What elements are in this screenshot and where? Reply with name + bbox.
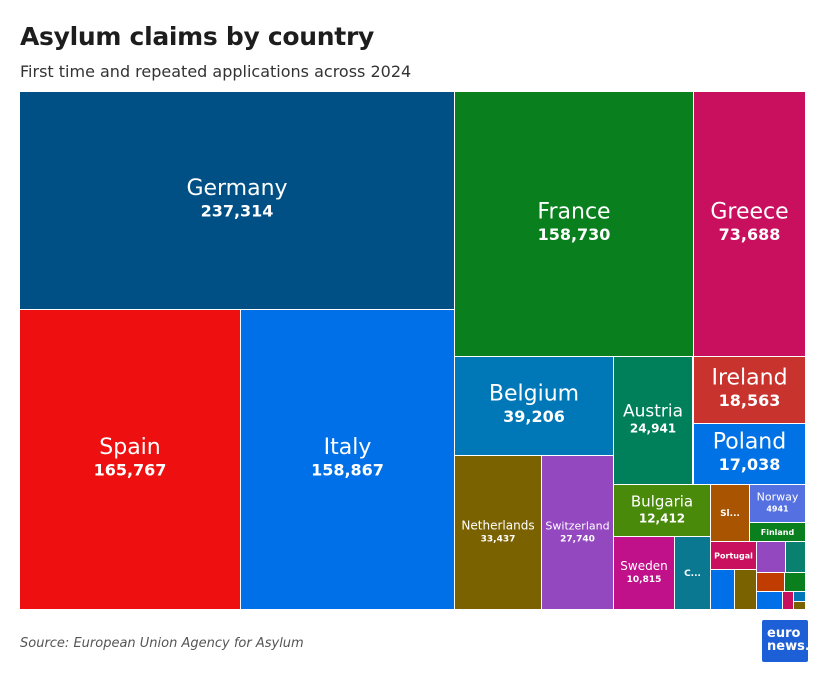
treemap-rect-cyprus (675, 537, 710, 609)
treemap-cell-portugal: Portugal (711, 542, 756, 569)
treemap-cell-other-4 (786, 542, 805, 572)
treemap-rect-other-8 (783, 592, 793, 609)
logo-line-2: news. (767, 639, 810, 654)
treemap-rect-belgium (455, 357, 613, 455)
treemap-value-netherlands: 33,437 (481, 535, 516, 545)
treemap-rect-other-1 (711, 570, 734, 609)
treemap-label-finland: Finland (761, 528, 795, 537)
treemap-value-sweden: 10,815 (627, 575, 662, 585)
treemap-rect-spain (20, 310, 240, 609)
treemap-rect-other-3 (757, 542, 785, 572)
treemap-value-norway: 4941 (766, 505, 789, 514)
treemap-cell-other-8 (783, 592, 793, 609)
treemap-label-austria: Austria (623, 401, 683, 421)
euronews-logo: euro news. (762, 620, 810, 662)
treemap-cell-switzerland: Switzerland 27,740 (542, 456, 613, 609)
treemap-label-sweden: Sweden (620, 559, 667, 573)
treemap-rect-norway (750, 485, 805, 522)
treemap-rect-portugal (711, 542, 756, 569)
treemap-cell-slovenia: Sl... (711, 485, 749, 541)
treemap-cell-other-2 (735, 570, 756, 609)
treemap-value-spain: 165,767 (94, 461, 167, 480)
treemap-label-netherlands: Netherlands (461, 518, 534, 532)
treemap-label-cyprus: C... (684, 569, 701, 579)
treemap-rect-other-5 (757, 573, 784, 591)
treemap-rect-other-2 (735, 570, 756, 609)
chart-subtitle: First time and repeated applications acr… (20, 62, 412, 81)
treemap-rect-ireland (694, 357, 805, 423)
treemap-rect-other-10 (794, 602, 805, 609)
treemap-cell-finland: Finland (750, 523, 805, 541)
treemap-label-belgium: Belgium (489, 381, 579, 406)
treemap-rect-finland (750, 523, 805, 541)
treemap-cell-other-10 (794, 602, 805, 609)
treemap-rect-france (455, 92, 693, 356)
chart-title: Asylum claims by country (20, 22, 374, 51)
treemap-rect-germany (20, 92, 454, 309)
treemap-rect-greece (694, 92, 805, 356)
treemap-rect-other-9 (794, 592, 805, 601)
treemap-label-ireland: Ireland (711, 365, 787, 390)
treemap-value-poland: 17,038 (719, 455, 781, 474)
treemap-label-italy: Italy (324, 435, 372, 460)
treemap-cell-cyprus: C... (675, 537, 710, 609)
treemap-value-germany: 237,314 (201, 202, 274, 221)
treemap-value-france: 158,730 (538, 225, 611, 244)
treemap-value-ireland: 18,563 (719, 391, 781, 410)
treemap-cell-netherlands: Netherlands 33,437 (455, 456, 541, 609)
treemap-label-france: France (537, 199, 610, 224)
treemap-cell-other-6 (785, 573, 805, 591)
treemap-label-norway: Norway (757, 491, 799, 504)
treemap-label-slovenia: Sl... (720, 509, 740, 519)
treemap-rect-poland (694, 424, 805, 484)
treemap-value-austria: 24,941 (630, 422, 676, 436)
treemap-rect-sweden (614, 537, 674, 609)
treemap-value-belgium: 39,206 (503, 407, 565, 426)
treemap-label-poland: Poland (713, 429, 786, 454)
treemap-value-switzerland: 27,740 (560, 535, 595, 545)
treemap-cell-other-5 (757, 573, 784, 591)
treemap-cell-other-3 (757, 542, 785, 572)
treemap-cell-other-7 (757, 592, 782, 609)
treemap-rect-other-4 (786, 542, 805, 572)
treemap-label-bulgaria: Bulgaria (631, 492, 693, 510)
treemap-rect-other-7 (757, 592, 782, 609)
treemap-value-italy: 158,867 (311, 461, 384, 480)
treemap-rect-switzerland (542, 456, 613, 609)
source-note: Source: European Union Agency for Asylum (20, 636, 304, 651)
treemap-rect-other-6 (785, 573, 805, 591)
treemap-label-germany: Germany (186, 176, 287, 201)
treemap-cell-bulgaria: Bulgaria 12,412 (614, 485, 710, 536)
treemap-label-spain: Spain (99, 435, 160, 460)
treemap-value-greece: 73,688 (719, 225, 781, 244)
treemap-rect-italy (241, 310, 454, 609)
treemap-cell-sweden: Sweden 10,815 (614, 537, 674, 609)
treemap-cell-other-9 (794, 592, 805, 601)
treemap-rect-austria (614, 357, 692, 484)
treemap-rect-bulgaria (614, 485, 710, 536)
treemap-label-portugal: Portugal (714, 551, 753, 560)
treemap-label-switzerland: Switzerland (545, 519, 609, 532)
treemap-label-greece: Greece (710, 199, 788, 224)
treemap-rect-slovenia (711, 485, 749, 541)
treemap-value-bulgaria: 12,412 (639, 512, 685, 526)
treemap-rect-netherlands (455, 456, 541, 609)
treemap-cell-other-1 (711, 570, 734, 609)
logo-line-1: euro (767, 626, 801, 641)
